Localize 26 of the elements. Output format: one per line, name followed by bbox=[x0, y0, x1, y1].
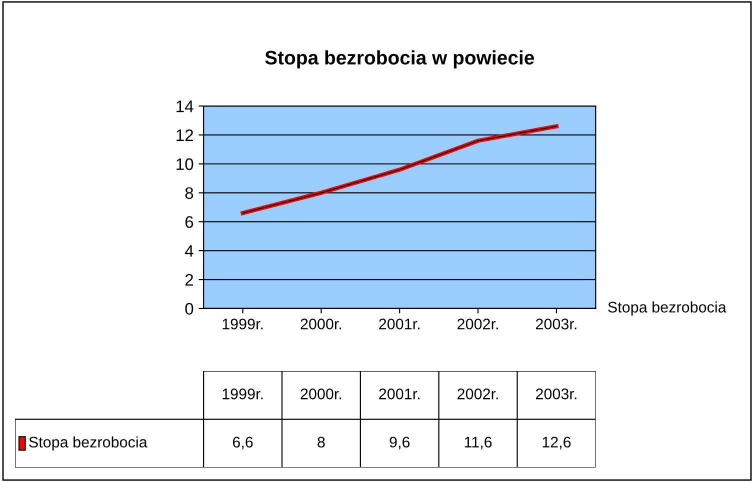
x-tick-label: 2001r. bbox=[379, 318, 420, 330]
category-label: 2002r. bbox=[458, 388, 498, 400]
x-tick-label: 2002r. bbox=[458, 318, 498, 330]
y-tick-label: 10 bbox=[176, 158, 194, 170]
x-tick-label: 2003r. bbox=[536, 318, 576, 330]
x-tick-label: 2000r. bbox=[300, 318, 342, 330]
data-label: 11,6 bbox=[464, 436, 492, 450]
category-label: 2000r. bbox=[300, 388, 342, 400]
data-label: 8 bbox=[318, 436, 325, 448]
y-tick-label: 8 bbox=[185, 187, 194, 200]
x-tick-label: 1999r. bbox=[222, 318, 263, 330]
data-label: 6,6 bbox=[232, 436, 253, 450]
category-label: 2003r. bbox=[536, 388, 576, 400]
y-tick-label: 6 bbox=[185, 216, 194, 228]
data-label: 12,6 bbox=[542, 436, 571, 450]
legend-label: Stopa bezrobocia bbox=[29, 436, 148, 451]
y-tick-label: 2 bbox=[185, 274, 194, 286]
y-tick-label: 14 bbox=[176, 100, 194, 112]
chart-title: Stopa bezrobocia w powiecie bbox=[265, 50, 534, 68]
data-label: 9,6 bbox=[390, 436, 410, 450]
text: Stopa bezrobocia bbox=[608, 301, 726, 316]
category-label: 2001r. bbox=[379, 388, 420, 400]
y-tick-label: 0 bbox=[185, 302, 194, 315]
category-label: 1999r. bbox=[222, 388, 263, 400]
y-tick-label: 12 bbox=[176, 129, 194, 141]
y-tick-label: 4 bbox=[184, 245, 194, 257]
